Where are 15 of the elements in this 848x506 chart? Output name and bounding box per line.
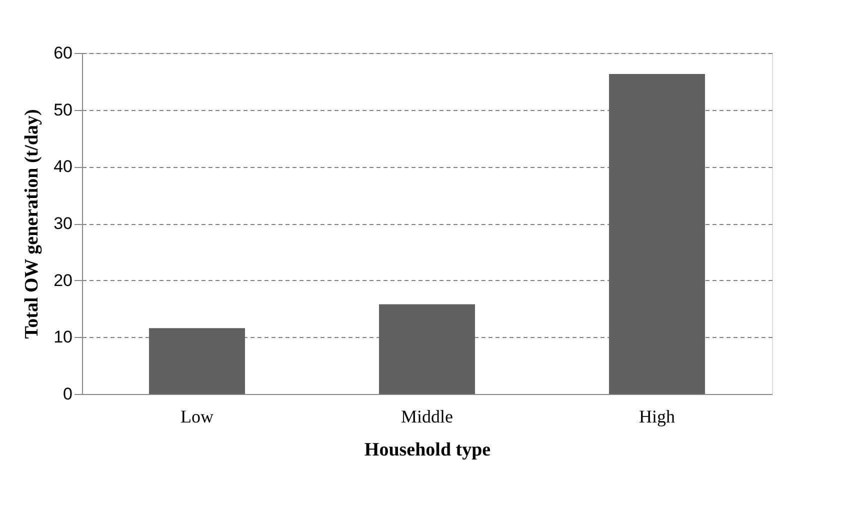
y-axis-title: Total OW generation (t/day) — [22, 109, 43, 339]
x-tick-label: Middle — [401, 406, 454, 426]
y-tick-label: 40 — [54, 157, 72, 176]
y-tick-label: 50 — [54, 100, 72, 120]
x-tick-label: High — [639, 406, 675, 426]
y-tick-label: 30 — [54, 214, 72, 233]
x-tick-label: Low — [180, 406, 214, 426]
y-tick-label: 0 — [63, 384, 72, 404]
x-axis-title: Household type — [364, 440, 491, 460]
y-tick-label: 10 — [54, 328, 72, 347]
bar — [609, 74, 705, 394]
bar — [379, 304, 475, 394]
y-tick-label: 20 — [54, 270, 72, 290]
bar — [149, 328, 245, 394]
y-tick-label: 60 — [54, 44, 72, 62]
